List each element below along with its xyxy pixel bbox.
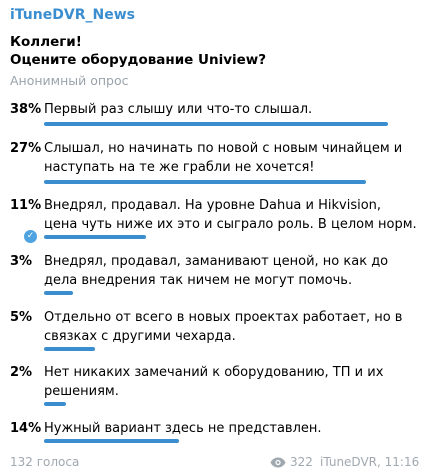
option-text: Внедрял, продавал. На уровне Dahua и Hik…	[44, 198, 417, 232]
view-count: 322	[290, 455, 313, 469]
option-percent: 5%	[10, 310, 33, 325]
option-percent: 27%	[10, 141, 42, 156]
option-text: Отдельно от всего в новых проектах работ…	[44, 310, 403, 344]
poll-footer: 132 голоса 322 iTuneDVR, 11:16	[0, 455, 427, 473]
option-percent: 38%	[10, 102, 42, 117]
option-text: Слышал, но начинать по новой с новым чин…	[44, 141, 403, 175]
question-line-1: Коллеги!	[10, 34, 82, 50]
option-result-bar	[44, 402, 66, 406]
option-result-bar	[44, 180, 366, 184]
channel-name[interactable]: iTuneDVR_News	[10, 7, 135, 23]
option-result-bar	[44, 122, 388, 126]
question-line-2: Оцените оборудование Uniview?	[10, 52, 267, 68]
post-author-time: iTuneDVR, 11:16	[320, 455, 420, 469]
option-result-bar	[44, 235, 146, 239]
option-percent: 2%	[10, 365, 33, 380]
option-text: Первый раз слышу или что-то слышал.	[44, 102, 313, 117]
option-text: Нужный вариант здесь не представлен.	[44, 421, 322, 436]
option-percent: 14%	[10, 421, 42, 436]
option-text: Внедрял, продавал, заманивают ценой, но …	[44, 254, 389, 288]
checkmark-icon: ✓	[24, 230, 37, 243]
option-percent: 11%	[10, 198, 42, 213]
eye-icon	[270, 457, 286, 471]
option-result-bar	[44, 291, 73, 295]
option-text: Нет никаких замечаний к оборудованию, ТП…	[44, 365, 384, 399]
option-result-bar	[44, 439, 179, 443]
vote-count[interactable]: 132 голоса	[10, 455, 80, 469]
option-result-bar	[44, 347, 95, 351]
option-percent: 3%	[10, 254, 33, 269]
poll-type-label: Анонимный опрос	[10, 73, 129, 88]
poll-question: Коллеги! Оцените оборудование Uniview?	[10, 33, 415, 69]
